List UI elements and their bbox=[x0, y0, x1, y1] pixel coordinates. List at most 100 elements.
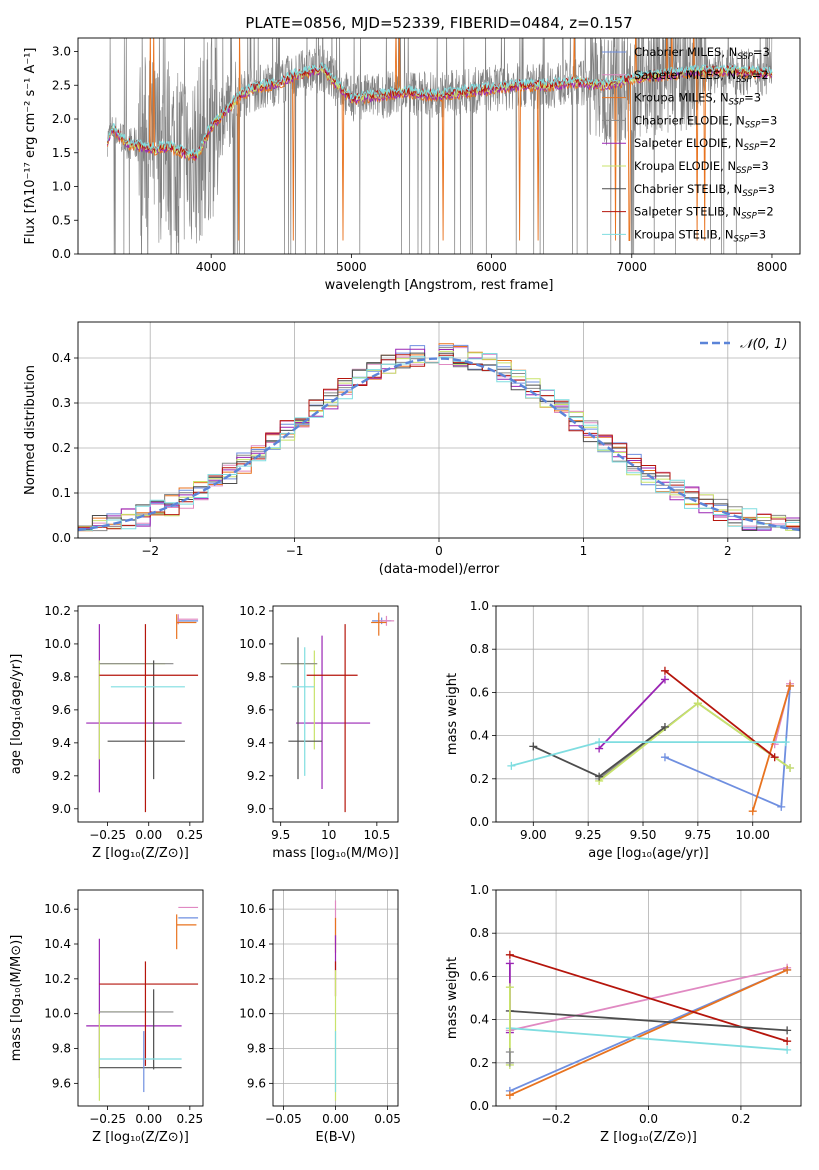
x-tick-label: 0.05 bbox=[374, 1112, 401, 1126]
chart-weight_vs_Z: −0.2 0.0 0.2 0.0 0.2 0.4 0.6 0.8 1.0 Z [log₁₀(Z/Z… bbox=[445, 883, 802, 1145]
y-tick-label: 10.2 bbox=[44, 972, 71, 986]
grid-lines bbox=[496, 605, 801, 823]
legend-label: Kroupa ELODIE, NSSP=3 bbox=[634, 159, 769, 176]
legend-label: Chabrier MILES, NSSP=3 bbox=[634, 45, 770, 62]
legend-label: Salpeter MILES, NSSP=2 bbox=[634, 68, 769, 85]
y-tick-label: 9.4 bbox=[247, 736, 266, 750]
y-tick-label: 2.5 bbox=[52, 78, 71, 92]
y-tick-label: 1.0 bbox=[470, 599, 489, 613]
series-marker bbox=[777, 802, 786, 811]
y-tick-label: 0.4 bbox=[470, 729, 489, 743]
x-tick-label: 0.00 bbox=[322, 1112, 349, 1126]
series-marker bbox=[783, 1026, 792, 1035]
y-tick-label: 0.2 bbox=[470, 772, 489, 786]
axes-frame bbox=[495, 889, 802, 1107]
series-marker bbox=[783, 1045, 792, 1054]
x-tick-label: 8000 bbox=[757, 260, 788, 274]
x-axis-label: E(B-V) bbox=[315, 1130, 355, 1145]
errorbar-salp_miles bbox=[378, 615, 395, 626]
y-tick-label: 2.0 bbox=[52, 112, 71, 126]
y-tick-label: 1.5 bbox=[52, 146, 71, 160]
y-axis-label: Normed distribution bbox=[23, 365, 38, 495]
x-tick-label: 0.00 bbox=[135, 1112, 162, 1126]
series-marker bbox=[505, 959, 514, 968]
chart-mass_vs_Z: −0.25 0.00 0.25 9.6 9.8 10.0 10.2 10.4 10.6 Z [lo… bbox=[9, 889, 204, 1145]
y-tick-label: 9.2 bbox=[52, 769, 71, 783]
x-axis-label: mass [log₁₀(M/M⊙)] bbox=[272, 846, 399, 861]
legend-label: Chabrier STELIB, NSSP=3 bbox=[634, 182, 775, 199]
chart-age_vs_Z: −0.25 0.00 0.25 9.0 9.2 9.4 9.6 9.8 10.0 10.2 Z [l… bbox=[9, 604, 204, 861]
x-tick-label: −2 bbox=[141, 544, 159, 558]
plot-area bbox=[505, 950, 792, 1100]
y-tick-label: 9.6 bbox=[52, 1076, 71, 1090]
y-tick-label: 9.8 bbox=[52, 670, 71, 684]
series-krou_elodie bbox=[595, 699, 795, 785]
y-tick-label: 0.8 bbox=[470, 926, 489, 940]
y-tick-label: 9.6 bbox=[247, 703, 266, 717]
y-tick-label: 10.6 bbox=[239, 902, 266, 916]
legend-label: Chabrier ELODIE, NSSP=3 bbox=[634, 113, 777, 130]
y-axis-label: mass weight bbox=[445, 957, 460, 1039]
series-marker bbox=[595, 738, 604, 747]
y-tick-label: 9.6 bbox=[247, 1076, 266, 1090]
x-tick-label: 6000 bbox=[476, 260, 507, 274]
series-marker bbox=[748, 807, 757, 816]
series-line bbox=[509, 1027, 788, 1051]
y-tick-label: 10.0 bbox=[44, 1007, 71, 1021]
errorbar-krou_miles bbox=[176, 914, 197, 950]
x-tick-label: −0.25 bbox=[89, 1112, 126, 1126]
x-tick-label: 7000 bbox=[616, 260, 647, 274]
y-tick-label: 10.6 bbox=[44, 902, 71, 916]
y-tick-label: 10.0 bbox=[239, 1007, 266, 1021]
y-tick-label: 10.2 bbox=[239, 604, 266, 618]
y-tick-label: 0.0 bbox=[52, 531, 71, 545]
plot-area bbox=[86, 906, 199, 1101]
x-tick-label: 2 bbox=[724, 544, 732, 558]
plot-area bbox=[78, 343, 800, 538]
y-tick-label: 9.2 bbox=[247, 769, 266, 783]
series-line bbox=[598, 702, 791, 780]
series-marker bbox=[660, 753, 669, 762]
x-tick-label: 0.2 bbox=[731, 1112, 750, 1126]
model-spectrum-krou_stelib bbox=[106, 61, 773, 157]
x-axis-label: age [log₁₀(age/yr)] bbox=[588, 846, 709, 861]
x-axis-label: Z [log₁₀(Z/Z⊙)] bbox=[92, 846, 189, 861]
y-axis-label: mass weight bbox=[445, 673, 460, 755]
plot-area bbox=[86, 614, 199, 813]
y-tick-label: 1.0 bbox=[470, 883, 489, 897]
chart-weight_vs_age: 9.00 9.25 9.50 9.75 10.00 0.0 0.2 0.4 0.6 0.8 1.0 a… bbox=[445, 599, 802, 861]
series-line bbox=[598, 678, 666, 750]
x-tick-label: 9.50 bbox=[630, 828, 657, 842]
series-marker bbox=[529, 742, 538, 751]
y-tick-label: 0.3 bbox=[52, 396, 71, 410]
model-spectrum-salp_elodie bbox=[106, 66, 773, 162]
y-tick-label: 9.6 bbox=[52, 703, 71, 717]
chart-title: PLATE=0856, MJD=52339, FIBERID=0484, z=0… bbox=[245, 14, 632, 32]
series-line bbox=[511, 741, 786, 767]
series-line bbox=[509, 969, 788, 1097]
x-axis-label: wavelength [Angstrom, rest frame] bbox=[325, 278, 554, 293]
y-tick-label: 0.6 bbox=[470, 969, 489, 983]
legend-label: 𝒩(0, 1) bbox=[740, 337, 787, 352]
y-tick-label: 9.0 bbox=[247, 802, 266, 816]
series-chab_elodie bbox=[505, 1048, 514, 1067]
series-krou_stelib bbox=[507, 738, 790, 770]
y-tick-label: 9.4 bbox=[52, 736, 71, 750]
x-tick-label: 0 bbox=[435, 544, 443, 558]
x-tick-label: −0.2 bbox=[542, 1112, 571, 1126]
series-marker bbox=[505, 1058, 514, 1067]
x-tick-label: 10 bbox=[321, 828, 336, 842]
series-line bbox=[664, 670, 776, 758]
x-tick-label: −0.25 bbox=[89, 828, 126, 842]
y-tick-label: 10.2 bbox=[44, 604, 71, 618]
y-tick-label: 0.6 bbox=[470, 685, 489, 699]
series-marker bbox=[505, 1091, 514, 1100]
series-krou_miles bbox=[748, 681, 795, 816]
x-tick-label: 0.25 bbox=[176, 1112, 203, 1126]
x-tick-label: 9.75 bbox=[685, 828, 712, 842]
y-tick-label: 0.5 bbox=[52, 213, 71, 227]
axes-frame bbox=[495, 605, 802, 823]
normal-curve bbox=[78, 357, 800, 532]
y-tick-label: 1.0 bbox=[52, 180, 71, 194]
y-tick-label: 0.4 bbox=[470, 1013, 489, 1027]
